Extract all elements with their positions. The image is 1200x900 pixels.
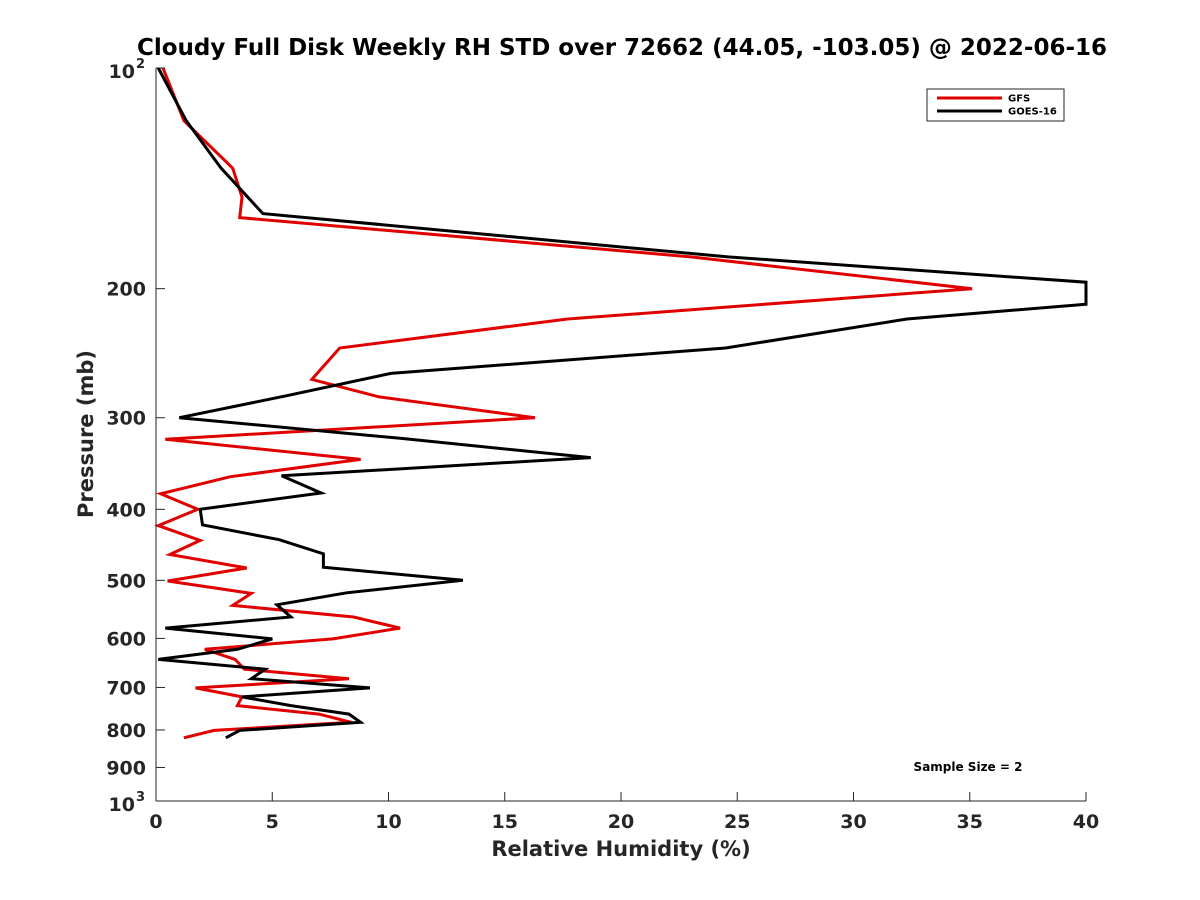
x-axis-label: Relative Humidity (%)	[491, 837, 750, 861]
legend-box	[926, 88, 1065, 122]
x-tick-label: 5	[266, 811, 279, 833]
y-axis-label: Pressure (mb)	[74, 350, 98, 518]
y-tick-base: 10	[109, 794, 135, 816]
x-tick-label: 10	[375, 811, 401, 833]
x-tick-label: 20	[608, 811, 634, 833]
y-tick-text: 700	[106, 677, 146, 699]
series-layer	[154, 67, 1088, 740]
chart-title: Cloudy Full Disk Weekly RH STD over 7266…	[137, 35, 1107, 61]
plot-area	[156, 68, 1086, 801]
y-tick-label: 200	[106, 279, 146, 301]
y-tick-label: 10 3	[109, 790, 146, 816]
sample-size-annotation: Sample Size = 2	[914, 760, 1023, 774]
legend-label-gfs: GFS	[1008, 94, 1030, 105]
y-tick-label: 800	[106, 720, 146, 742]
y-tick-text: 500	[106, 570, 146, 592]
y-tick-exponent: 3	[136, 790, 145, 805]
y-tick-text: 900	[106, 757, 146, 779]
x-tick-label: 25	[724, 811, 750, 833]
legend-label-goes-16: GOES-16	[1008, 107, 1057, 118]
y-tick-text: 300	[106, 408, 146, 430]
y-tick-label: 300	[106, 408, 146, 430]
y-tick-text: 800	[106, 720, 146, 742]
y-tick-label: 600	[106, 628, 146, 650]
y-tick-text: 600	[106, 628, 146, 650]
x-tick-label: 0	[149, 811, 162, 833]
y-tick-label: 900	[106, 757, 146, 779]
y-tick-text: 400	[106, 499, 146, 521]
x-tick-label: 15	[492, 811, 518, 833]
y-tick-text: 200	[106, 279, 146, 301]
y-tick-exponent: 2	[136, 57, 145, 72]
y-tick-label: 500	[106, 570, 146, 592]
series-line-goes-16	[156, 67, 1088, 740]
x-axis-ticks: 0 5 10 15 20 25 30 35 40	[149, 792, 1099, 833]
x-tick-label: 35	[957, 811, 983, 833]
x-tick-label: 40	[1073, 811, 1099, 833]
series-line-gfs	[154, 67, 973, 740]
legend: GFS GOES-16	[926, 88, 1065, 122]
y-tick-label: 400	[106, 499, 146, 521]
y-tick-base: 10	[109, 61, 135, 83]
x-tick-label: 30	[840, 811, 866, 833]
y-tick-label: 700	[106, 677, 146, 699]
y-tick-label: 10 2	[109, 57, 146, 83]
